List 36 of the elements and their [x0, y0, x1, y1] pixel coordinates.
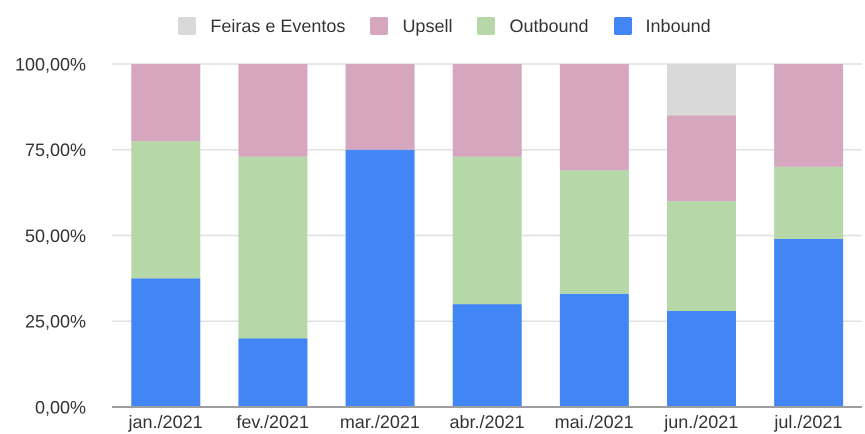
x-tick-label: abr./2021 — [449, 412, 525, 432]
bar — [131, 141, 200, 278]
legend-label: Inbound — [646, 16, 711, 36]
bar — [238, 338, 308, 407]
bar — [667, 201, 736, 311]
bar — [452, 64, 522, 157]
legend-label: Upsell — [402, 16, 452, 36]
x-tick-label: mai./2021 — [554, 412, 634, 432]
x-tick-label: jul./2021 — [773, 412, 842, 432]
y-tick-label: 75,00% — [24, 140, 86, 160]
bar — [131, 278, 200, 407]
legend-label: Feiras e Eventos — [210, 16, 346, 36]
bar — [452, 304, 522, 407]
y-tick-label: 25,00% — [24, 312, 86, 332]
x-tick-label: fev./2021 — [236, 412, 310, 432]
bar — [560, 64, 629, 170]
bar — [346, 64, 415, 150]
x-tick-label: jan./2021 — [128, 412, 203, 432]
bar — [774, 166, 844, 239]
bar — [774, 238, 844, 407]
bar — [452, 156, 522, 304]
y-tick-label: 0,00% — [34, 397, 86, 418]
bar — [238, 64, 308, 157]
bar — [667, 115, 736, 202]
bar — [346, 150, 415, 407]
bar — [560, 294, 629, 407]
x-tick-label: mar./2021 — [340, 412, 420, 432]
bar — [238, 156, 308, 338]
x-tick-label: jun./2021 — [663, 412, 738, 432]
bar — [667, 310, 736, 407]
bar — [774, 64, 844, 167]
y-tick-label: 100,00% — [14, 54, 86, 74]
bar — [560, 170, 629, 294]
legend-label: Outbound — [509, 16, 589, 36]
y-tick-label: 50,00% — [24, 226, 86, 246]
bar — [131, 64, 200, 142]
